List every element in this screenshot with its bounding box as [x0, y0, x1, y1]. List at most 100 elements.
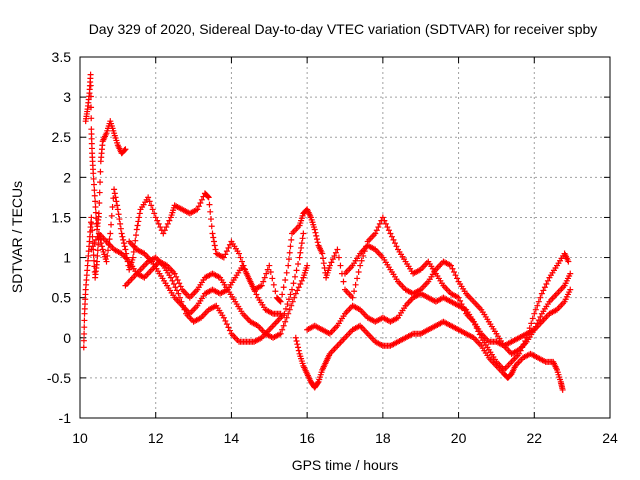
data-point — [117, 220, 124, 227]
data-point — [297, 249, 304, 256]
x-tick-label: 12 — [148, 430, 164, 446]
data-point — [96, 200, 103, 207]
data-point — [537, 313, 544, 320]
data-point — [541, 284, 548, 291]
x-tick-label: 24 — [602, 430, 618, 446]
data-point — [111, 190, 118, 197]
data-point — [106, 236, 113, 243]
data-point — [263, 270, 270, 277]
data-point — [91, 257, 98, 264]
x-tick-label: 14 — [224, 430, 240, 446]
y-tick-label: 3.5 — [52, 49, 72, 65]
data-point — [355, 268, 362, 275]
data-point — [285, 296, 292, 303]
data-point — [90, 170, 97, 177]
data-point — [148, 202, 155, 209]
data-point — [88, 115, 95, 122]
data-point — [103, 258, 110, 265]
data-point — [91, 187, 98, 194]
data-point — [335, 254, 342, 261]
data-point — [88, 246, 95, 253]
data-point — [226, 327, 233, 334]
data-point — [122, 146, 129, 153]
data-point — [298, 244, 305, 251]
data-point — [261, 274, 268, 281]
data-point — [384, 224, 391, 231]
y-tick-label: 3 — [63, 89, 71, 105]
data-point — [173, 273, 180, 280]
data-point — [294, 287, 301, 294]
data-point — [245, 275, 252, 282]
data-point — [269, 275, 276, 282]
data-point — [136, 214, 143, 221]
data-point — [244, 272, 251, 279]
data-point — [88, 214, 95, 221]
data-point — [277, 298, 284, 305]
data-point — [279, 326, 286, 333]
data-point — [114, 206, 121, 213]
data-point — [331, 252, 338, 259]
data-point — [537, 294, 544, 301]
data-point — [532, 323, 539, 330]
data-point — [222, 251, 229, 258]
data-point — [285, 262, 292, 269]
data-point — [319, 250, 326, 257]
data-point — [292, 273, 299, 280]
data-point — [258, 282, 265, 289]
y-tick-label: 2 — [63, 169, 71, 185]
data-point — [332, 249, 339, 256]
data-point — [88, 104, 95, 111]
data-point — [373, 227, 380, 234]
data-point — [296, 254, 303, 261]
data-point — [135, 218, 142, 225]
data-point — [286, 249, 293, 256]
data-point — [207, 216, 214, 223]
data-point — [94, 247, 101, 254]
data-point — [211, 238, 218, 245]
data-point — [382, 220, 389, 227]
data-point — [97, 179, 104, 186]
data-point — [197, 200, 204, 207]
data-point — [298, 277, 305, 284]
plot-frame — [79, 56, 611, 419]
data-point — [161, 227, 168, 234]
data-point — [293, 337, 300, 344]
data-point — [351, 288, 358, 295]
data-points — [80, 71, 574, 393]
data-point — [379, 214, 386, 221]
data-point — [94, 252, 101, 259]
data-point — [282, 318, 289, 325]
data-point — [134, 222, 141, 229]
data-point — [167, 274, 174, 281]
data-point — [251, 288, 258, 295]
data-point — [529, 315, 536, 322]
data-point — [337, 262, 344, 269]
data-point — [282, 305, 289, 312]
data-point — [173, 287, 180, 294]
data-point — [195, 203, 202, 210]
data-point — [298, 240, 305, 247]
data-point — [352, 281, 359, 288]
data-point — [358, 257, 365, 264]
data-point — [80, 344, 87, 351]
data-point — [455, 294, 462, 301]
data-point — [328, 259, 335, 266]
data-point — [457, 297, 464, 304]
data-point — [287, 243, 294, 250]
data-point — [559, 386, 566, 393]
data-point — [375, 224, 382, 231]
data-point — [239, 258, 246, 265]
data-point — [120, 240, 127, 247]
data-point — [112, 194, 119, 201]
data-point — [80, 337, 87, 344]
data-point — [89, 243, 96, 250]
data-point — [313, 236, 320, 243]
x-tick-label: 10 — [72, 430, 88, 446]
data-point — [267, 268, 274, 275]
data-point — [133, 232, 140, 239]
data-point — [170, 281, 177, 288]
data-point — [157, 224, 164, 231]
data-point — [226, 241, 233, 248]
data-point — [326, 262, 333, 269]
x-tick-label: 16 — [299, 430, 315, 446]
